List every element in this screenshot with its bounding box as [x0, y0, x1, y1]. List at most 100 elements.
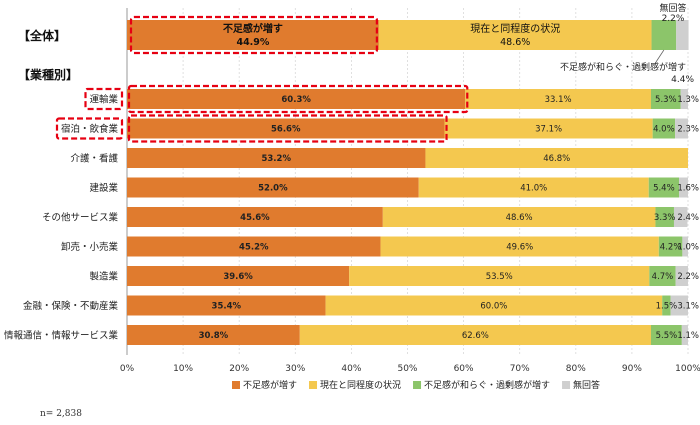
overall-ease-label: 不足感が和らぐ・過剰感が増す	[560, 61, 686, 73]
bar-segment	[681, 325, 688, 345]
bar-segment	[127, 89, 466, 109]
data-label: 5.3%	[655, 95, 677, 105]
data-label: 46.8%	[543, 154, 570, 164]
bar-segment	[679, 177, 688, 198]
data-label: 1.0%	[677, 243, 699, 253]
data-label: 33.1%	[545, 95, 572, 105]
bar-segment	[650, 89, 681, 109]
bar-segment	[675, 266, 688, 286]
bar-segment	[682, 236, 688, 257]
bar-segment	[127, 266, 350, 286]
data-label: 37.1%	[535, 125, 562, 135]
bar-segment	[675, 118, 688, 139]
legend-swatch	[232, 381, 240, 389]
bar-segment	[650, 325, 682, 345]
overall-ease-value: 4.4%	[671, 75, 694, 85]
category-label: 運輸業	[89, 94, 118, 106]
bar-segment	[670, 295, 688, 316]
legend-label: 無回答	[573, 379, 600, 391]
data-label: 53.5%	[486, 272, 513, 282]
data-label: 4.7%	[652, 272, 674, 282]
x-tick-label: 70%	[510, 364, 530, 374]
data-label: 2.2%	[677, 272, 699, 282]
data-label: 5.4%	[653, 184, 675, 194]
bar-segment	[418, 177, 649, 198]
data-label: 3.3%	[654, 213, 676, 223]
bar-segment	[380, 236, 659, 257]
highlight-box	[127, 114, 448, 143]
sample-size-note: n= 2,838	[40, 409, 82, 419]
data-label: 1.1%	[677, 331, 699, 341]
data-label: 2.3%	[677, 125, 699, 135]
bar-segment	[127, 177, 419, 198]
data-label: 49.6%	[506, 243, 533, 253]
x-tick-label: 20%	[229, 364, 249, 374]
category-label: 製造業	[89, 271, 118, 283]
data-label: 62.6%	[462, 331, 489, 341]
bar-segment	[465, 89, 651, 109]
bar-segment	[652, 118, 676, 139]
overall-no-answer-value: 2.2%	[662, 14, 685, 24]
data-label: 52.0%	[258, 184, 288, 194]
data-label: 35.4%	[212, 302, 242, 312]
data-label: 1.5%	[656, 302, 678, 312]
data-label: 45.6%	[240, 213, 270, 223]
overall-header: 【全体】	[18, 28, 66, 43]
bar-segment	[444, 118, 653, 139]
data-label: 1.3%	[677, 95, 699, 105]
data-label: 2.4%	[677, 213, 699, 223]
data-label: 5.5%	[656, 331, 678, 341]
bar-segment	[425, 148, 688, 168]
bar-segment	[127, 207, 383, 227]
bar-segment	[648, 177, 680, 198]
data-label: 41.0%	[520, 184, 547, 194]
bar-segment	[127, 295, 326, 316]
callout-line	[655, 49, 665, 63]
category-label: 卸売・小売業	[61, 241, 119, 253]
x-tick-label: 0%	[120, 364, 135, 374]
bar-segment	[673, 207, 688, 227]
legend-swatch	[309, 381, 318, 389]
category-label: 金融・保険・不動産業	[23, 300, 119, 312]
data-label: 39.6%	[223, 272, 253, 282]
x-tick-label: 60%	[454, 364, 474, 374]
bar-segment	[325, 295, 663, 316]
data-label: 60.0%	[480, 302, 507, 312]
x-tick-label: 30%	[285, 364, 305, 374]
highlight-box	[127, 84, 469, 114]
bar-segment	[299, 325, 651, 345]
legend-label: 不足感が増す	[243, 379, 297, 391]
category-highlight-box	[55, 117, 124, 140]
section-header: 【業種別】	[18, 67, 78, 82]
legend-swatch	[413, 381, 422, 389]
category-label: 宿泊・飲食業	[61, 123, 119, 135]
bar-segment	[658, 236, 683, 257]
bar-segment	[662, 295, 671, 316]
overall-no-answer-label: 無回答	[659, 2, 686, 14]
legend-label: 現在と同程度の状況	[320, 379, 401, 391]
overall-bar-segment	[127, 20, 379, 50]
data-label: 56.6%	[271, 125, 301, 135]
bar-segment	[127, 118, 445, 139]
data-label: 45.2%	[239, 243, 269, 253]
bar-segment	[127, 148, 426, 168]
bar-segment	[349, 266, 650, 286]
overall-segment-value: 44.9%	[236, 37, 269, 48]
data-label: 4.0%	[653, 125, 675, 135]
legend-swatch	[562, 381, 571, 389]
x-tick-label: 80%	[566, 364, 586, 374]
bar-segment	[655, 207, 674, 227]
x-tick-label: 100%	[675, 364, 700, 374]
bar-segment	[680, 89, 688, 109]
overall-bar-segment	[651, 20, 677, 50]
highlight-box	[129, 15, 378, 55]
x-tick-label: 90%	[622, 364, 642, 374]
category-label: 建設業	[89, 182, 118, 194]
overall-bar-segment	[378, 20, 652, 50]
data-label: 4.2%	[660, 243, 682, 253]
data-label: 30.8%	[199, 331, 229, 341]
bar-segment	[649, 266, 676, 286]
bar-segment	[127, 325, 300, 345]
bar-segment	[127, 236, 381, 257]
x-tick-label: 50%	[397, 364, 417, 374]
